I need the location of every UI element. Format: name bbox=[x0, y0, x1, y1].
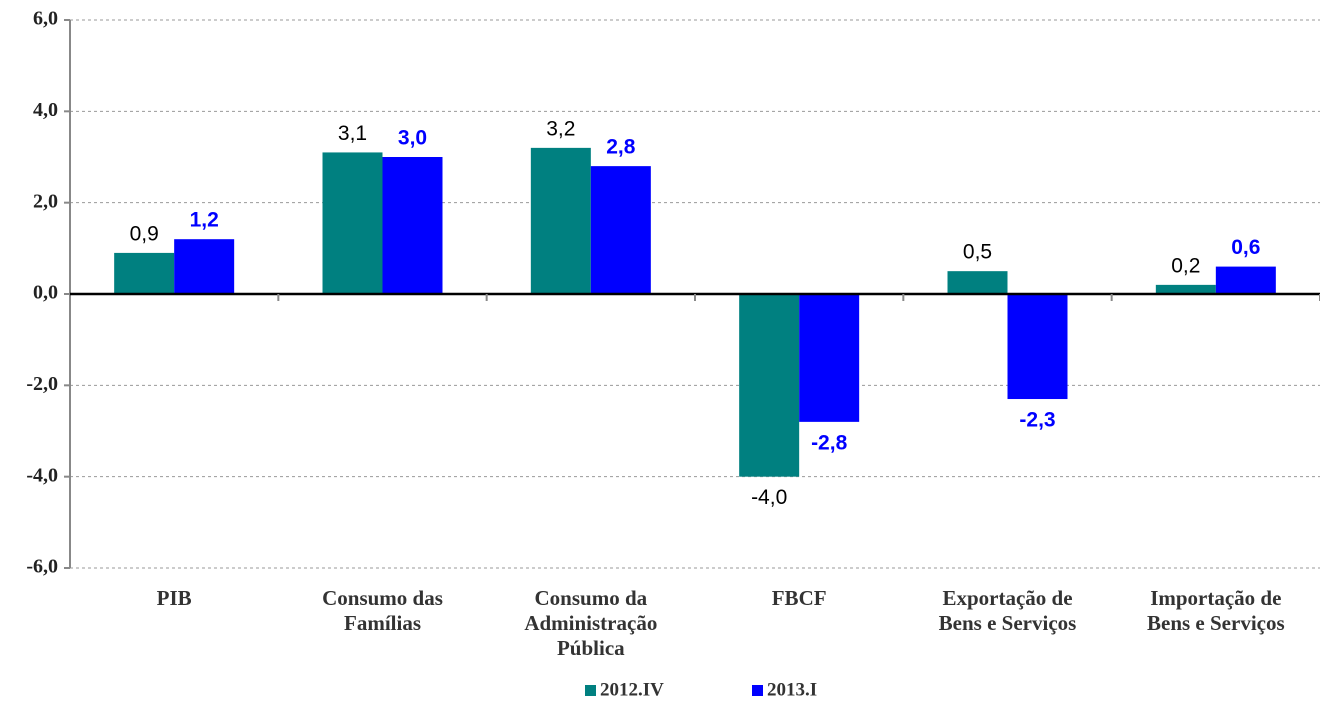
x-tick-label: Consumo das Famílias bbox=[322, 586, 443, 635]
x-tick-label: Consumo da Administração Pública bbox=[524, 586, 658, 660]
y-tick-label: 6,0 bbox=[33, 8, 58, 30]
y-tick-label: 2,0 bbox=[33, 190, 58, 212]
bar bbox=[322, 152, 383, 294]
value-label: 0,2 bbox=[1171, 254, 1200, 277]
y-tick-label: -6,0 bbox=[26, 556, 58, 578]
value-label: 3,0 bbox=[398, 127, 427, 150]
value-label: 0,9 bbox=[130, 222, 159, 245]
value-label: -2,8 bbox=[811, 431, 848, 454]
legend-swatch bbox=[752, 685, 763, 696]
value-label: -2,3 bbox=[1019, 409, 1055, 432]
bar bbox=[590, 166, 651, 294]
value-label: 0,5 bbox=[963, 241, 992, 264]
bar bbox=[114, 252, 175, 294]
legend-label: 2013.I bbox=[767, 679, 817, 700]
x-tick-label: Importação de Bens e Serviços bbox=[1147, 586, 1285, 635]
legend-swatch bbox=[585, 685, 596, 696]
value-label: 3,2 bbox=[546, 117, 575, 140]
x-tick-label: FBCF bbox=[771, 586, 827, 610]
y-tick-label: -2,0 bbox=[26, 373, 58, 395]
bar bbox=[799, 294, 860, 422]
value-label: 0,6 bbox=[1231, 236, 1260, 259]
y-tick-label: -4,0 bbox=[26, 464, 58, 486]
x-tick-label: Exportação de Bens e Serviços bbox=[938, 586, 1077, 635]
bar bbox=[382, 157, 443, 294]
value-label: 3,1 bbox=[338, 122, 367, 145]
y-tick-label: 0,0 bbox=[33, 282, 58, 304]
bar bbox=[947, 271, 1008, 294]
bar bbox=[1155, 284, 1216, 294]
value-label: -4,0 bbox=[751, 486, 787, 509]
bar bbox=[530, 147, 591, 294]
bar bbox=[1215, 266, 1276, 294]
legend-label: 2012.IV bbox=[600, 679, 664, 700]
bar bbox=[174, 239, 235, 294]
y-tick-label: 4,0 bbox=[33, 99, 58, 121]
bar bbox=[739, 294, 800, 477]
bar bbox=[1007, 294, 1068, 400]
value-label: 1,2 bbox=[190, 209, 219, 232]
value-label: 2,8 bbox=[606, 136, 636, 159]
x-tick-label: PIB bbox=[156, 586, 192, 610]
